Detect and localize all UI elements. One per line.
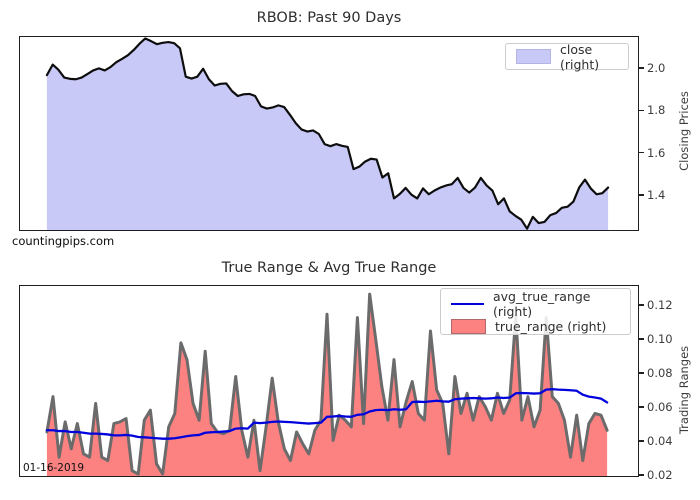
price-legend: close (right) bbox=[505, 41, 629, 72]
close-series-swatch-icon bbox=[516, 49, 551, 64]
y-tick bbox=[639, 151, 644, 154]
close-series-label: close (right) bbox=[560, 41, 600, 72]
y-tick bbox=[639, 67, 644, 69]
y-tick-label: 1.4 bbox=[647, 187, 666, 202]
y-tick bbox=[639, 109, 644, 112]
y-tick-label: 1.8 bbox=[647, 103, 666, 118]
y-tick-label: 1.6 bbox=[647, 145, 666, 160]
price-series-canvas bbox=[45, 37, 610, 230]
watermark: countingpips.com bbox=[12, 234, 115, 248]
true-range-area-swatch-icon bbox=[451, 319, 486, 334]
date-label: 01-16-2019 bbox=[23, 462, 85, 474]
avg-true-range-label: avg_true_range (right) bbox=[493, 289, 591, 319]
price-chart-title: RBOB: Past 90 Days bbox=[256, 10, 402, 26]
y-tick bbox=[639, 406, 644, 408]
y-tick-label: 0.02 bbox=[647, 467, 673, 482]
range-y-axis-title: Trading Ranges bbox=[677, 345, 691, 435]
y-tick-label: 0.12 bbox=[647, 298, 673, 313]
range-chart-title: True Range & Avg True Range bbox=[221, 260, 437, 276]
true_range-line bbox=[45, 292, 609, 476]
close-line bbox=[45, 37, 610, 230]
y-tick bbox=[639, 474, 644, 476]
y-tick-label: 0.04 bbox=[647, 433, 673, 448]
y-tick-label: 0.06 bbox=[647, 399, 673, 414]
true-range-legend-row: true_range (right) bbox=[451, 319, 630, 334]
y-tick-label: 0.08 bbox=[647, 366, 673, 380]
y-tick bbox=[639, 194, 644, 196]
true_range-area bbox=[46, 294, 608, 476]
y-tick bbox=[639, 338, 644, 340]
y-tick bbox=[639, 440, 644, 442]
y-tick bbox=[639, 304, 644, 306]
range-plot: 01-16-2019 bbox=[19, 285, 639, 477]
price-y-axis-title: Closing Prices bbox=[677, 91, 691, 171]
y-tick bbox=[639, 372, 644, 374]
avg-true-range-line-swatch-icon bbox=[451, 302, 484, 306]
range-series-canvas bbox=[45, 292, 609, 476]
y-tick-label: 0.10 bbox=[647, 332, 673, 347]
avg_true_range-line bbox=[45, 387, 609, 440]
range-legend: avg_true_range (right) true_range (right… bbox=[440, 288, 631, 335]
true-range-label: true_range (right) bbox=[495, 319, 607, 334]
y-tick-label: 2.0 bbox=[647, 61, 666, 76]
close-area bbox=[46, 38, 609, 230]
avg-true-range-legend-row: avg_true_range (right) bbox=[451, 289, 630, 319]
